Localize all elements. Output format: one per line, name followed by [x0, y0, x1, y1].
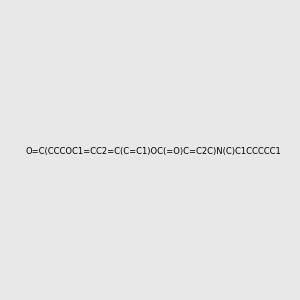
- Text: O=C(CCCOC1=CC2=C(C=C1)OC(=O)C=C2C)N(C)C1CCCCC1: O=C(CCCOC1=CC2=C(C=C1)OC(=O)C=C2C)N(C)C1…: [26, 147, 282, 156]
